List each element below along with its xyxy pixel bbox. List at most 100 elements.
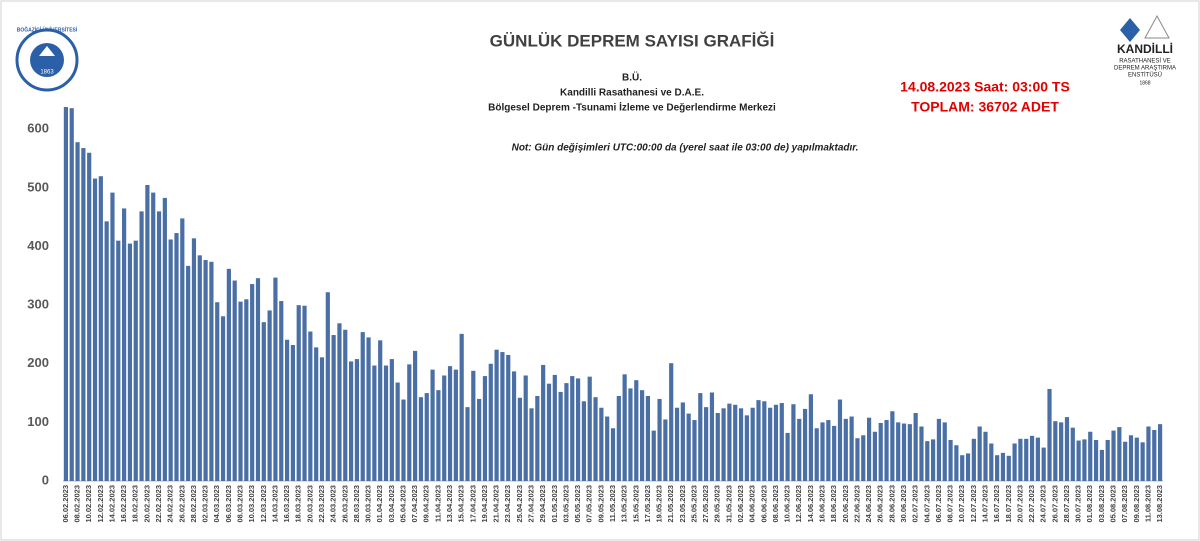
- bar: [122, 208, 127, 481]
- x-tick-label: 14.03.2023: [270, 485, 279, 523]
- bar: [75, 142, 80, 482]
- bar: [907, 424, 912, 481]
- bar: [645, 396, 651, 481]
- x-tick-label: 07.04.2023: [410, 485, 419, 523]
- bar: [756, 400, 761, 481]
- bar: [477, 398, 482, 481]
- x-tick-label: 10.06.2023: [783, 485, 792, 523]
- bar: [401, 399, 406, 481]
- bar: [535, 396, 540, 481]
- subtitle: Kandilli Rasathanesi ve D.A.E.: [560, 88, 704, 99]
- bar: [983, 431, 988, 481]
- x-tick-label: 13.05.2023: [620, 485, 629, 523]
- bar: [872, 431, 877, 481]
- y-tick-label: 0: [42, 472, 49, 487]
- bar: [1047, 388, 1052, 481]
- bar: [663, 419, 668, 481]
- bar: [674, 407, 680, 481]
- bar: [389, 359, 394, 481]
- bar: [855, 438, 860, 481]
- x-tick-label: 28.06.2023: [887, 485, 896, 523]
- bar: [843, 418, 848, 481]
- bar: [593, 397, 598, 481]
- x-tick-label: 30.03.2023: [364, 485, 373, 523]
- bar: [255, 278, 261, 481]
- x-tick-label: 09.08.2023: [1132, 485, 1141, 523]
- logo-icon: [1144, 14, 1170, 39]
- x-tick-label: 01.05.2023: [550, 485, 559, 523]
- bar: [360, 332, 365, 481]
- x-tick-label: 21.05.2023: [666, 485, 675, 523]
- bar: [587, 376, 592, 481]
- x-tick-label: 22.02.2023: [154, 485, 163, 523]
- bar: [948, 439, 953, 481]
- x-tick-label: 29.04.2023: [538, 485, 547, 523]
- x-tick-label: 03.05.2023: [561, 485, 570, 523]
- bar: [354, 359, 360, 481]
- logo-icon: [1120, 18, 1140, 42]
- bar: [197, 255, 202, 481]
- bar: [81, 148, 86, 481]
- logo-core: [30, 43, 64, 77]
- bar: [1128, 435, 1134, 481]
- bar: [1059, 422, 1064, 481]
- bar: [913, 413, 918, 481]
- bar: [657, 398, 662, 481]
- x-tick-label: 12.07.2023: [969, 485, 978, 523]
- bar: [191, 238, 197, 481]
- bar: [308, 331, 313, 481]
- x-tick-label: 24.07.2023: [1039, 485, 1048, 523]
- subtitle: B.Ü.: [622, 71, 642, 84]
- bar: [721, 408, 726, 481]
- x-tick-label: 02.06.2023: [736, 485, 745, 523]
- x-tick-label: 06.06.2023: [759, 485, 768, 523]
- bar: [453, 369, 458, 481]
- bar: [133, 240, 138, 481]
- bar: [866, 417, 872, 481]
- x-tick-label: 11.08.2023: [1143, 485, 1152, 522]
- bar: [686, 413, 691, 481]
- x-tick-label: 05.04.2023: [398, 485, 407, 523]
- x-tick-label: 29.05.2023: [713, 485, 722, 523]
- x-tick-label: 26.07.2023: [1050, 485, 1059, 523]
- logo-text: DEPREM ARAŞTIRMA: [1114, 66, 1176, 72]
- bar: [1088, 431, 1093, 481]
- bar: [1146, 426, 1151, 481]
- x-tick-label: 25.04.2023: [515, 485, 524, 523]
- bar: [1157, 424, 1163, 481]
- bar: [727, 403, 732, 481]
- x-tick-label: 07.08.2023: [1120, 485, 1129, 523]
- bar: [564, 383, 569, 481]
- date-line: 14.08.2023 Saat: 03:00 TS: [900, 79, 1070, 95]
- bar: [826, 420, 831, 481]
- bar: [709, 392, 715, 481]
- bar: [802, 408, 808, 481]
- x-tick-label: 23.05.2023: [678, 485, 687, 523]
- bar: [634, 380, 639, 481]
- bar: [541, 364, 546, 481]
- bar: [279, 301, 284, 481]
- bar: [622, 374, 627, 481]
- bar: [820, 422, 825, 481]
- x-tick-label: 24.03.2023: [329, 485, 338, 523]
- bar: [1024, 438, 1029, 481]
- logo-text: ENSTİTÜSÜ: [1128, 72, 1162, 79]
- logo-year: 1863: [40, 70, 54, 76]
- bar: [1012, 443, 1017, 481]
- bar: [599, 407, 604, 481]
- subtitle: Bölgesel Deprem -Tsunami İzleme ve Değer…: [488, 101, 776, 114]
- logo-name: BOĞAZİÇİ ÜNİVERSİTESİ: [17, 25, 78, 33]
- y-tick-label: 300: [27, 297, 49, 312]
- bar: [1134, 437, 1139, 481]
- bar: [616, 396, 621, 481]
- x-tick-label: 27.05.2023: [701, 485, 710, 523]
- x-tick-label: 30.07.2023: [1074, 485, 1083, 523]
- bar: [965, 453, 971, 481]
- bar: [366, 337, 371, 481]
- bar: [383, 365, 389, 481]
- bar: [1064, 417, 1070, 481]
- x-tick-label: 14.06.2023: [806, 485, 815, 523]
- bar: [669, 363, 674, 481]
- x-tick-label: 06.07.2023: [934, 485, 943, 523]
- x-tick-label: 15.04.2023: [457, 485, 466, 523]
